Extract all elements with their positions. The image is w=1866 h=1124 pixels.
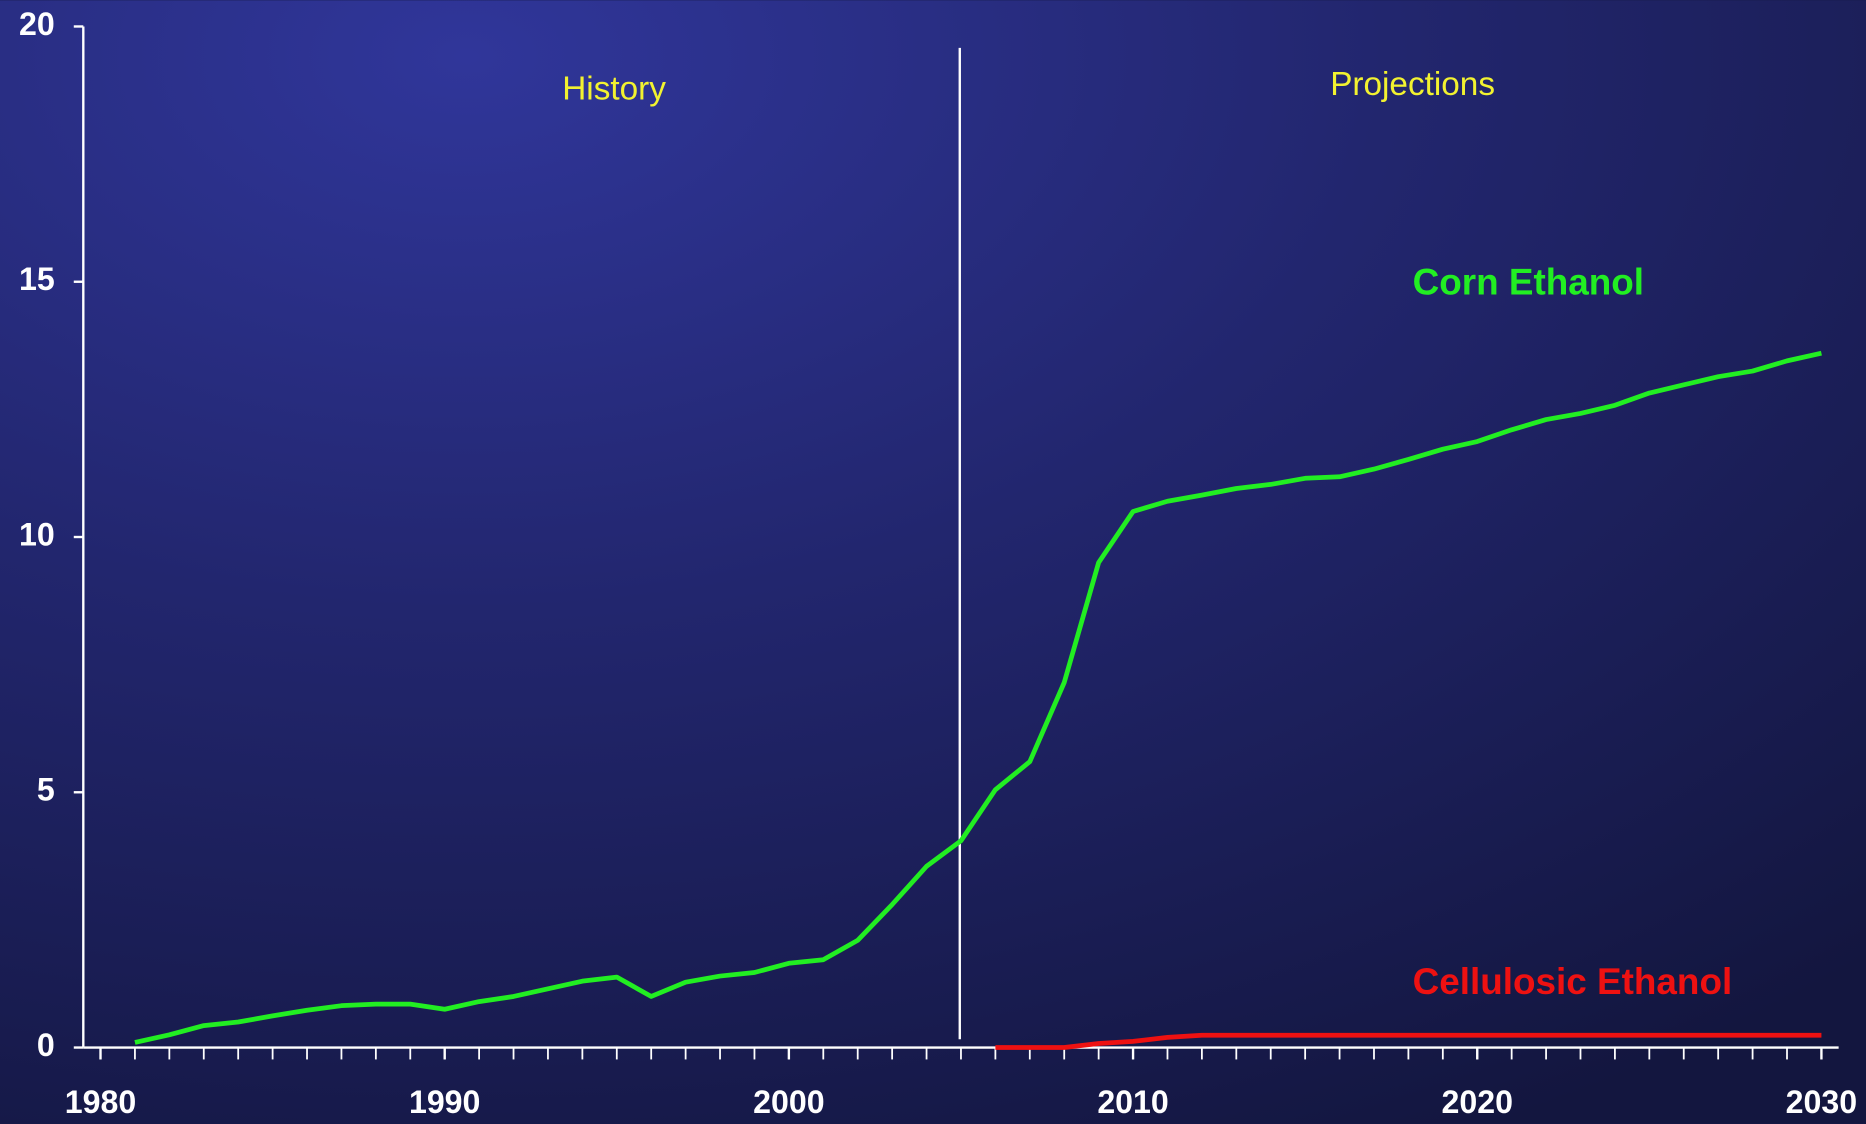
- x-tick-label: 2000: [753, 1084, 824, 1120]
- annotation: History: [562, 71, 666, 108]
- y-tick-label: 15: [19, 261, 55, 297]
- series-label: Corn Ethanol: [1413, 261, 1644, 302]
- y-tick-label: 20: [19, 6, 55, 42]
- x-tick-label: 1980: [65, 1084, 136, 1120]
- x-tick-label: 2020: [1442, 1084, 1513, 1120]
- annotation: Projections: [1330, 66, 1495, 103]
- series-label: Cellulosic Ethanol: [1413, 961, 1733, 1002]
- y-tick-label: 0: [37, 1027, 55, 1063]
- x-tick-label: 2030: [1786, 1084, 1857, 1120]
- series-line: [995, 1032, 1822, 1050]
- series-line: [134, 350, 1822, 1045]
- y-tick-label: 5: [37, 772, 55, 808]
- x-tick-label: 2010: [1097, 1084, 1168, 1120]
- x-tick-label: 1990: [409, 1084, 480, 1120]
- y-tick-label: 10: [19, 516, 55, 552]
